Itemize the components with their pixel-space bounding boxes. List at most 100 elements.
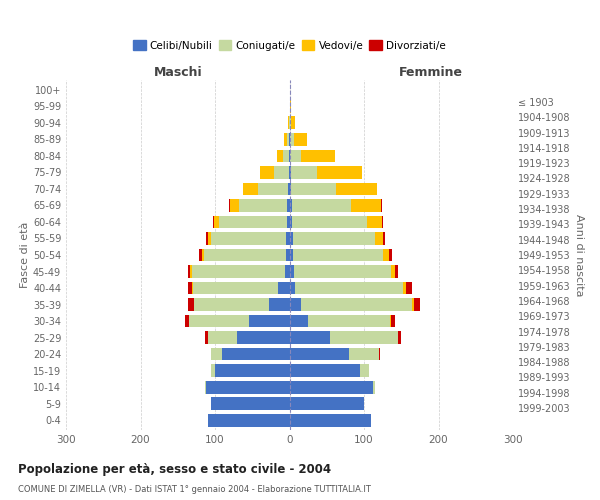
Bar [208,331,238,344]
Bar [199,248,202,262]
Bar [367,216,382,228]
Bar [290,414,371,426]
Bar [391,265,395,278]
Bar [277,150,283,162]
Bar [291,166,317,179]
Bar [360,364,369,377]
Bar [211,232,286,245]
Bar [211,348,223,360]
Bar [188,298,194,311]
Bar [301,298,412,311]
Bar [211,397,290,410]
Bar [206,232,208,245]
Bar [223,348,290,360]
Bar [288,116,289,130]
Bar [239,199,287,212]
Bar [230,199,239,212]
Bar [317,166,362,179]
Bar [292,216,367,228]
Bar [244,182,258,196]
Bar [238,331,290,344]
Legend: Celibi/Nubili, Coniugati/e, Vedovi/e, Divorziati/e: Celibi/Nubili, Coniugati/e, Vedovi/e, Di… [129,36,450,55]
Bar [335,182,377,196]
Bar [287,216,290,228]
Bar [185,314,189,328]
Bar [214,216,220,228]
Bar [211,364,215,377]
Bar [220,216,287,228]
Bar [383,232,385,245]
Bar [290,314,308,328]
Bar [293,248,383,262]
Bar [287,199,290,212]
Bar [290,116,291,130]
Bar [381,199,382,212]
Bar [192,282,193,294]
Bar [291,116,295,130]
Bar [258,182,288,196]
Y-axis label: Anni di nascita: Anni di nascita [575,214,584,296]
Bar [290,248,293,262]
Bar [382,216,383,228]
Bar [294,265,391,278]
Bar [398,331,401,344]
Bar [205,380,206,394]
Bar [414,298,420,311]
Bar [290,397,364,410]
Bar [290,364,360,377]
Bar [375,232,383,245]
Bar [287,133,289,146]
Bar [202,248,204,262]
Bar [290,331,331,344]
Bar [285,265,290,278]
Bar [389,248,392,262]
Bar [331,331,398,344]
Bar [395,265,398,278]
Bar [352,199,381,212]
Bar [403,282,406,294]
Bar [412,298,414,311]
Bar [373,380,375,394]
Bar [290,199,292,212]
Bar [406,282,412,294]
Text: Maschi: Maschi [154,66,202,79]
Bar [295,282,403,294]
Text: Popolazione per età, sesso e stato civile - 2004: Popolazione per età, sesso e stato civil… [18,462,331,475]
Bar [208,414,290,426]
Bar [291,182,335,196]
Bar [213,216,214,228]
Bar [290,265,294,278]
Bar [215,364,290,377]
Bar [194,298,269,311]
Bar [290,182,291,196]
Bar [289,150,290,162]
Bar [290,133,294,146]
Bar [290,166,291,179]
Bar [288,182,290,196]
Bar [290,216,292,228]
Bar [286,248,290,262]
Bar [269,298,290,311]
Bar [293,232,375,245]
Bar [286,232,290,245]
Text: COMUNE DI ZIMELLA (VR) - Dati ISTAT 1° gennaio 2004 - Elaborazione TUTTITALIA.IT: COMUNE DI ZIMELLA (VR) - Dati ISTAT 1° g… [18,485,371,494]
Bar [284,133,287,146]
Bar [260,166,274,179]
Bar [290,298,301,311]
Bar [290,232,293,245]
Bar [205,331,208,344]
Bar [289,116,290,130]
Bar [289,133,290,146]
Bar [290,282,295,294]
Bar [278,282,290,294]
Bar [188,282,192,294]
Bar [349,348,379,360]
Bar [301,150,335,162]
Bar [379,348,380,360]
Bar [193,282,278,294]
Bar [248,314,290,328]
Bar [192,265,285,278]
Bar [292,199,352,212]
Bar [383,248,389,262]
Bar [290,348,349,360]
